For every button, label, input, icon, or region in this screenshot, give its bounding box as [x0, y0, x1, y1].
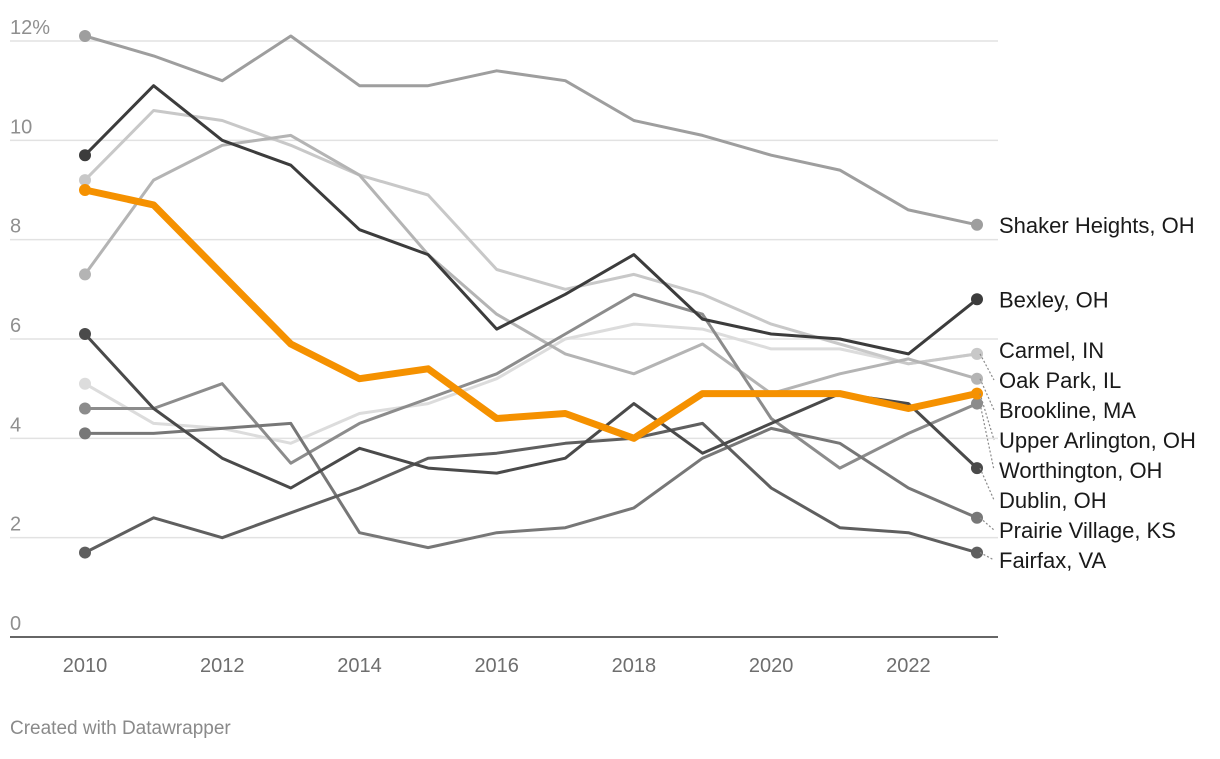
end-label-upper-arlington-oh: Upper Arlington, OH: [999, 428, 1196, 453]
line-shaker-heights-oh: [83, 34, 979, 227]
start-point-brookline-ma: [79, 268, 91, 281]
y-tick-label: 12%: [10, 17, 50, 39]
credit-text: Created with Datawrapper: [10, 718, 231, 739]
y-tick-label: 8: [10, 216, 21, 238]
line-dublin-oh: [83, 332, 979, 490]
connector-worthington-oh: [979, 403, 995, 471]
end-label-fairfax-va: Fairfax, VA: [999, 548, 1107, 573]
y-tick-label: 10: [10, 116, 32, 138]
x-tick-label: 2022: [886, 655, 931, 677]
line-oak-park-il: [83, 109, 979, 366]
connector-prairie-village-ks: [979, 517, 995, 531]
start-point-shaker-heights-oh: [79, 30, 91, 43]
y-tick-label: 0: [10, 613, 21, 635]
end-label-brookline-ma: Brookline, MA: [999, 398, 1136, 423]
series-shaker-heights-oh: [79, 30, 983, 231]
x-tick-label: 2014: [337, 655, 382, 677]
series-fairfax-va: [79, 421, 983, 559]
series-dublin-oh: [79, 328, 983, 490]
end-point-shaker-heights-oh: [971, 218, 983, 231]
x-axis: 2010 2012 2014 2016 2018 2020 2022: [10, 636, 998, 677]
end-label-dublin-oh: Dublin, OH: [999, 488, 1107, 513]
start-point-fairfax-va: [79, 546, 91, 559]
end-label-prairie-village-ks: Prairie Village, KS: [999, 518, 1176, 543]
end-label-worthington-oh: Worthington, OH: [999, 458, 1162, 483]
x-tick-label: 2012: [200, 655, 245, 677]
start-point-bexley-oh: [79, 149, 91, 162]
start-point-oak-park-il: [79, 174, 91, 187]
end-point-fairfax-va: [971, 546, 983, 559]
series-bexley-oh: [79, 84, 983, 356]
end-point-upper-arlington-oh: [971, 387, 983, 400]
line-prairie-village-ks: [83, 421, 979, 550]
x-tick-label: 2018: [612, 655, 657, 677]
series-lines: [79, 30, 983, 559]
end-point-bexley-oh: [971, 293, 983, 306]
y-axis: 0 2 4 6 8 10 12%: [10, 17, 50, 635]
start-point-upper-arlington-oh: [79, 184, 91, 196]
x-tick-label: 2016: [474, 655, 519, 677]
series-prairie-village-ks: [79, 421, 983, 550]
end-labels: Shaker Heights, OH Bexley, OH Carmel, IN Oa…: [999, 213, 1196, 573]
end-label-carmel-in: Carmel, IN: [999, 338, 1104, 363]
end-point-dublin-oh: [971, 462, 983, 475]
end-label-oak-park-il: Oak Park, IL: [999, 368, 1121, 393]
series-oak-park-il: [79, 109, 983, 366]
x-tick-label: 2020: [749, 655, 794, 677]
start-point-prairie-village-ks: [79, 427, 91, 440]
line-bexley-oh: [83, 84, 979, 356]
x-tick-label: 2010: [63, 655, 108, 677]
y-tick-label: 4: [10, 414, 21, 436]
end-point-worthington-oh: [971, 397, 983, 410]
line-carmel-in: [83, 322, 979, 445]
start-point-worthington-oh: [79, 402, 91, 415]
end-point-prairie-village-ks: [971, 511, 983, 524]
start-point-dublin-oh: [79, 328, 91, 341]
series-upper-arlington-oh: [79, 184, 983, 442]
end-point-brookline-ma: [971, 372, 983, 385]
end-point-oak-park-il: [971, 347, 983, 360]
connector-upper-arlington-oh: [979, 393, 995, 441]
line-fairfax-va: [83, 421, 979, 555]
series-worthington-oh: [79, 292, 983, 470]
connector-dublin-oh: [979, 467, 995, 501]
start-point-carmel-in: [79, 377, 91, 390]
connector-brookline-ma: [979, 378, 995, 411]
end-label-shaker-heights-oh: Shaker Heights, OH: [999, 213, 1195, 238]
line-worthington-oh: [83, 292, 979, 470]
connector-oak-park-il: [979, 353, 995, 381]
y-tick-label: 2: [10, 514, 21, 536]
y-tick-label: 6: [10, 315, 21, 337]
line-upper-arlington-oh: [81, 186, 981, 442]
end-label-bexley-oh: Bexley, OH: [999, 287, 1109, 312]
gridlines: [10, 40, 998, 539]
label-connectors: [979, 353, 995, 561]
connector-fairfax-va: [979, 552, 995, 561]
